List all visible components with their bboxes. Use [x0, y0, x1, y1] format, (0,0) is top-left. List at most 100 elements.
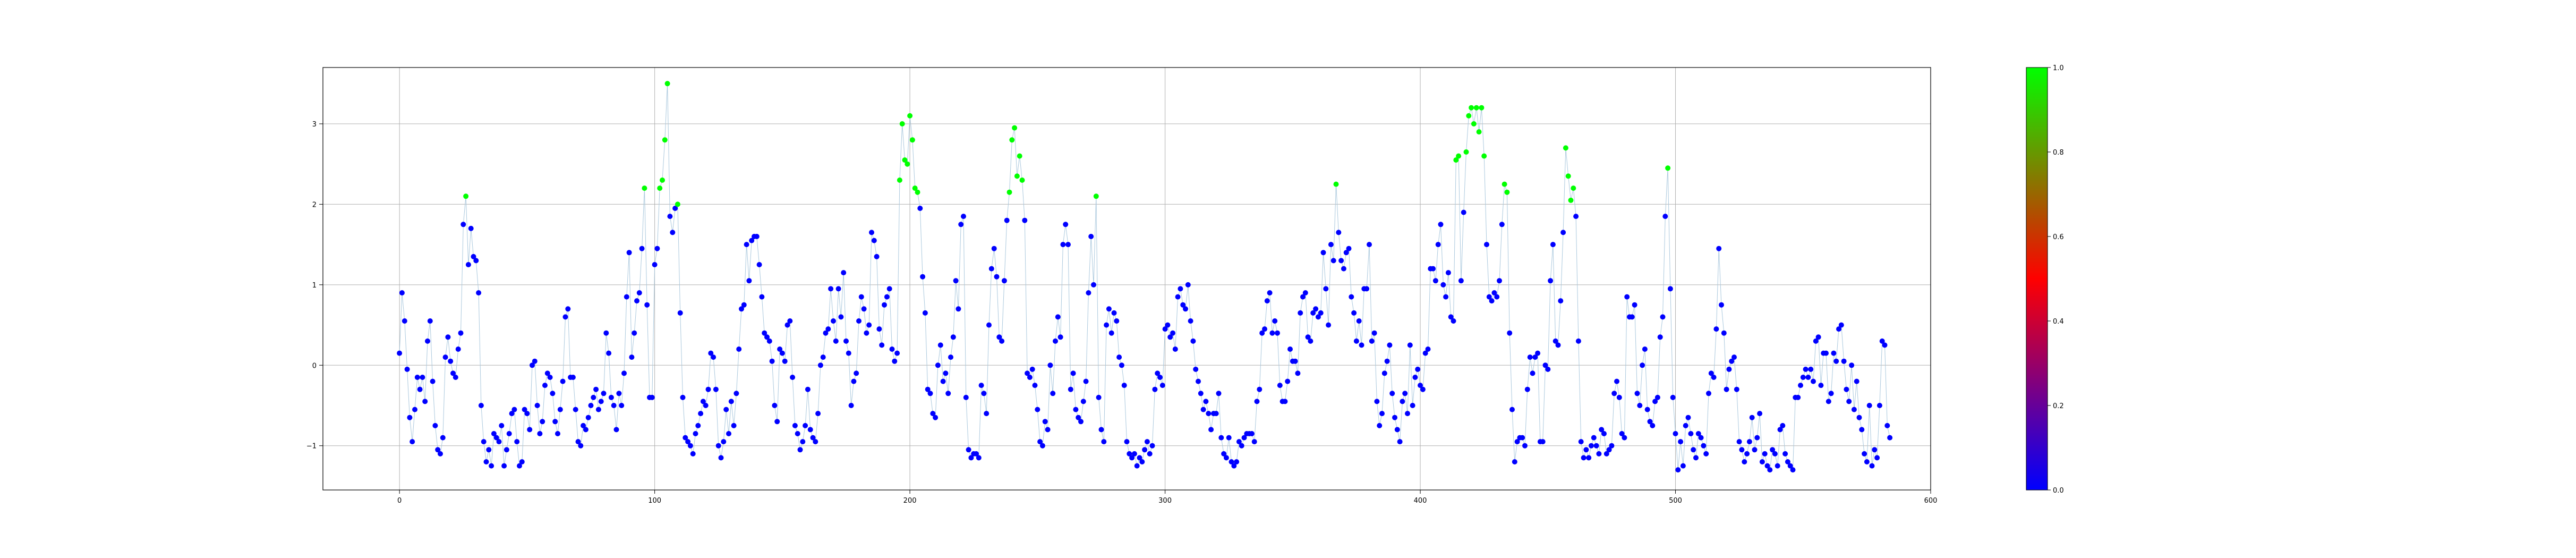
data-point: [1540, 439, 1546, 445]
data-point: [899, 121, 905, 126]
data-point: [1550, 242, 1556, 248]
colorbar-ticks: 0.0 0.2 0.4 0.6 0.8 1.0: [2048, 64, 2064, 495]
y-tick-label: −1: [306, 443, 317, 451]
data-point: [619, 403, 625, 408]
data-point: [1055, 314, 1061, 320]
data-point: [649, 394, 655, 400]
data-point: [1647, 419, 1653, 425]
data-point: [1167, 334, 1173, 340]
data-point: [1144, 439, 1150, 445]
data-point: [632, 330, 637, 336]
data-point: [1430, 266, 1436, 272]
data-point: [1650, 422, 1656, 428]
data-point: [835, 286, 841, 292]
data-point: [557, 407, 563, 412]
data-point: [1451, 318, 1456, 324]
data-point: [1862, 451, 1867, 456]
data-point: [1223, 455, 1229, 461]
data-point: [588, 403, 594, 408]
data-point: [1798, 383, 1803, 388]
data-point: [1634, 391, 1640, 396]
data-point: [1524, 386, 1530, 392]
data-point: [1575, 338, 1581, 344]
data-point: [1124, 439, 1130, 445]
data-point: [1001, 278, 1007, 284]
data-point: [606, 350, 612, 356]
data-point: [1581, 455, 1586, 461]
data-point: [1353, 338, 1359, 344]
data-point: [858, 294, 864, 300]
data-point: [1208, 427, 1214, 433]
data-point: [1844, 386, 1849, 392]
data-point: [909, 137, 915, 143]
data-point: [1866, 403, 1872, 408]
data-point: [1039, 443, 1045, 449]
data-point: [1292, 358, 1298, 364]
data-point: [1619, 431, 1625, 436]
data-point: [774, 419, 780, 425]
data-point: [1131, 451, 1137, 456]
data-point: [1053, 338, 1058, 344]
data-point: [664, 81, 670, 87]
data-point: [733, 391, 739, 396]
data-point: [1453, 157, 1459, 163]
data-point: [988, 266, 994, 272]
data-point: [915, 189, 920, 195]
data-point: [1259, 330, 1265, 336]
data-point: [1609, 443, 1615, 449]
data-point: [1673, 431, 1678, 436]
data-point: [784, 322, 790, 328]
data-point: [1614, 378, 1619, 384]
data-point: [1422, 350, 1428, 356]
data-point: [1032, 383, 1038, 388]
data-point: [966, 447, 971, 453]
data-point: [1713, 326, 1719, 332]
data-point: [917, 206, 923, 211]
data-point: [726, 431, 731, 436]
data-point: [843, 338, 849, 344]
data-point: [1389, 391, 1395, 396]
data-point: [1108, 330, 1114, 336]
data-point: [953, 278, 959, 284]
data-point: [1461, 209, 1466, 215]
data-point: [1027, 375, 1033, 380]
data-point: [1616, 394, 1622, 400]
data-point: [1295, 370, 1301, 376]
data-point: [823, 330, 829, 336]
data-point: [1275, 330, 1280, 336]
data-point: [930, 411, 936, 417]
data-point: [402, 318, 407, 324]
data-point: [1652, 399, 1658, 404]
data-point: [1206, 411, 1212, 417]
data-point: [1622, 435, 1627, 441]
colorbar-tick-label: 0.2: [2053, 402, 2064, 410]
data-point: [1563, 145, 1568, 151]
data-point: [1139, 459, 1145, 464]
data-point: [611, 403, 617, 408]
data-point: [1887, 435, 1893, 441]
colorbar-gradient: [2026, 67, 2048, 491]
data-point: [810, 435, 816, 441]
data-point: [1644, 407, 1650, 412]
data-point: [1752, 447, 1758, 453]
data-point: [534, 403, 540, 408]
data-point: [728, 399, 734, 404]
data-point: [458, 330, 464, 336]
data-point: [935, 362, 941, 368]
data-point: [1155, 370, 1161, 376]
data-point: [1637, 403, 1643, 408]
data-point: [662, 137, 668, 143]
data-point: [1654, 394, 1660, 400]
data-point: [1438, 222, 1444, 227]
data-point: [1780, 422, 1786, 428]
data-point: [1787, 463, 1793, 469]
data-point: [1420, 386, 1426, 392]
data-point: [1412, 375, 1418, 380]
data-point: [920, 274, 926, 280]
data-point: [1019, 177, 1025, 183]
data-point: [601, 391, 607, 396]
data-point: [1805, 375, 1811, 380]
data-point: [736, 346, 742, 352]
data-point: [670, 230, 676, 235]
data-point: [1749, 415, 1755, 420]
